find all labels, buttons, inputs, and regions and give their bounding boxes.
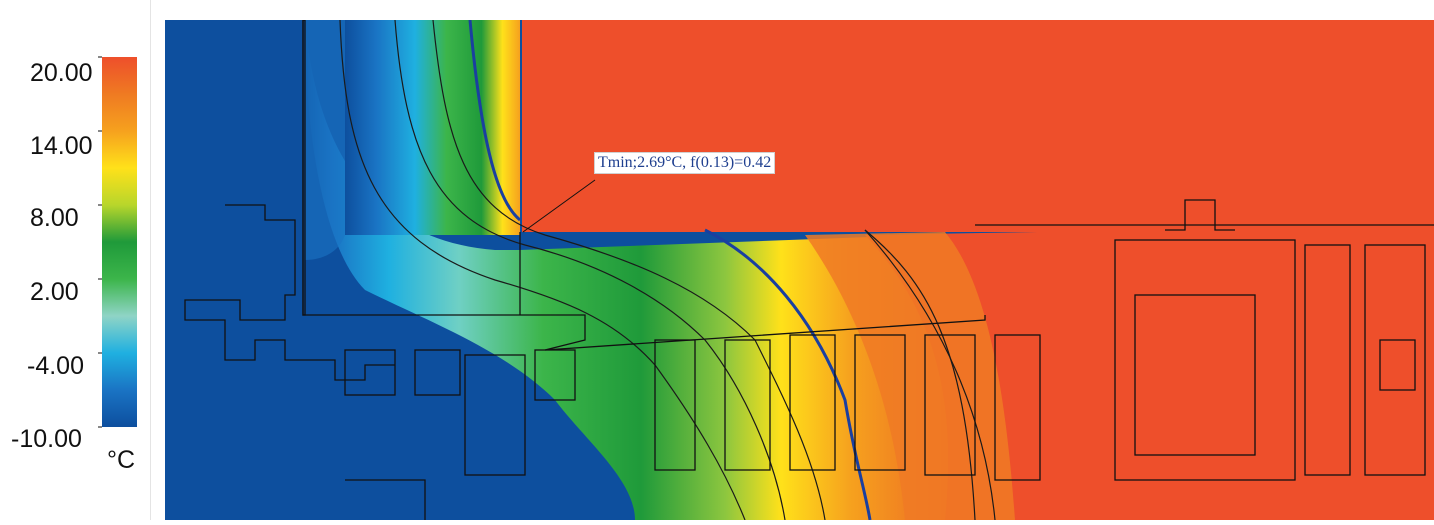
room-outline	[789, 334, 836, 471]
min-temperature-annotation: Tmin;2.69°C, f(0.13)=0.42	[594, 152, 776, 174]
room-outline	[464, 354, 526, 476]
annotation-leader	[522, 179, 596, 233]
room-outline	[994, 334, 1041, 481]
colorbar-tick-20: 20.00	[30, 59, 93, 87]
temperature-field-plot	[165, 20, 1434, 520]
room-outline	[854, 334, 906, 471]
room-outline	[534, 349, 576, 401]
slab-outline	[302, 20, 986, 351]
colorbar-unit: °C	[107, 446, 136, 474]
colorbar	[98, 56, 137, 428]
minimum-temperature-isotherm	[468, 20, 872, 520]
transition-band	[305, 20, 1005, 520]
colorbar-tick-minus10: -10.00	[11, 425, 82, 453]
isotherms	[339, 20, 996, 520]
colorbar-tick-minus4: -4.00	[27, 352, 84, 380]
room-outline	[924, 334, 976, 476]
colorbar-tick-8: 8.00	[30, 204, 79, 232]
isotherm-line	[394, 20, 786, 520]
building-outlines	[184, 20, 1434, 520]
room-outline	[1364, 244, 1426, 476]
room-outline	[1304, 244, 1351, 476]
chimney-outline	[1165, 199, 1235, 231]
warm-transition	[805, 232, 1015, 520]
isotherm-line	[432, 20, 826, 520]
lower-floor-outline	[345, 479, 426, 520]
central-unit-outline	[1114, 239, 1296, 481]
room-outline	[654, 339, 696, 471]
colorbar-legend: 20.00 14.00 8.00 2.00 -4.00 -10.00 °C	[0, 0, 150, 520]
colorbar-tick-2: 2.00	[30, 278, 79, 306]
left-structure	[184, 204, 395, 381]
colorbar-gradient	[102, 57, 137, 427]
room-outline	[344, 349, 396, 396]
isotherm-line	[864, 229, 976, 520]
wall-gradient	[345, 20, 520, 235]
room-outline	[414, 349, 461, 396]
room-outline	[724, 339, 771, 471]
panel-divider	[150, 0, 151, 520]
isotherm-line	[339, 20, 746, 520]
central-unit-inner	[1134, 294, 1256, 456]
isotherm-line	[864, 229, 996, 520]
colorbar-tick-14: 14.00	[30, 132, 93, 160]
wall-cold-edge	[305, 20, 345, 260]
hot-block	[522, 20, 1434, 232]
room-outline	[1379, 339, 1416, 391]
